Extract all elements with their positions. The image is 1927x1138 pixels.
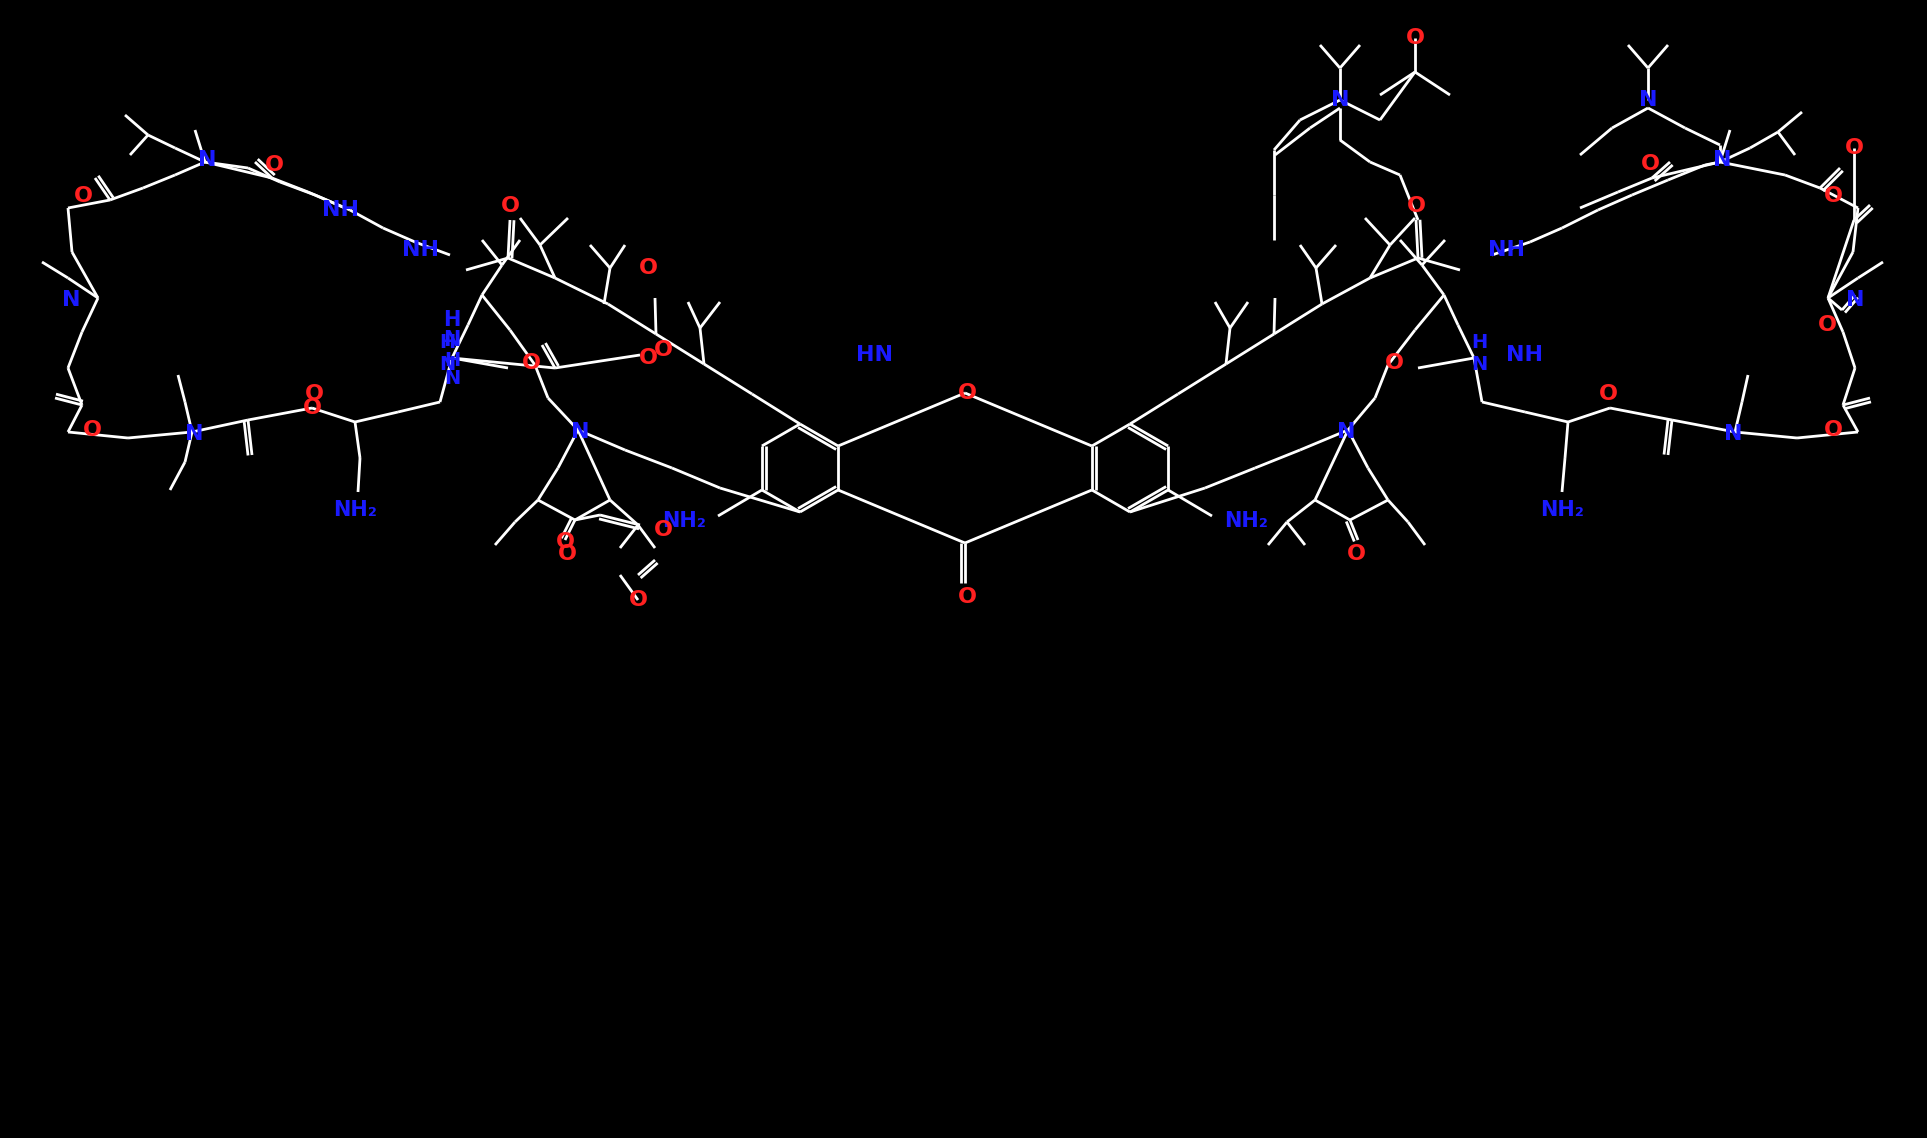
Text: O: O (303, 398, 322, 418)
Text: O: O (1817, 315, 1836, 335)
Text: O: O (958, 384, 977, 403)
Text: NH₂: NH₂ (1540, 500, 1584, 520)
Text: NH: NH (322, 200, 358, 220)
Text: N: N (1846, 290, 1865, 310)
Text: O: O (501, 196, 520, 216)
Text: O: O (522, 353, 541, 373)
Text: O: O (653, 340, 673, 360)
Text: O: O (1347, 544, 1366, 564)
Text: O: O (557, 544, 576, 564)
Text: N: N (443, 369, 461, 388)
Text: O: O (1825, 185, 1842, 206)
Text: HN: HN (856, 345, 894, 365)
Text: N: N (570, 422, 590, 442)
Text: N: N (1638, 90, 1657, 110)
Text: O: O (73, 185, 92, 206)
Text: NH₂: NH₂ (333, 500, 378, 520)
Text: H
N: H N (1470, 332, 1488, 373)
Text: NH: NH (1488, 240, 1524, 259)
Text: O: O (958, 587, 977, 607)
Text: O: O (304, 384, 324, 404)
Text: O: O (638, 258, 657, 278)
Text: N: N (1337, 422, 1355, 442)
Text: N: N (62, 290, 81, 310)
Text: O: O (555, 531, 574, 552)
Text: O: O (1825, 420, 1842, 440)
Text: H
N: H N (439, 332, 455, 373)
Text: N: N (443, 330, 461, 351)
Text: H: H (443, 310, 461, 330)
Text: O: O (638, 348, 657, 368)
Text: H: H (443, 351, 461, 370)
Text: NH: NH (1505, 345, 1542, 365)
Text: O: O (264, 155, 283, 175)
Text: N: N (1713, 150, 1730, 170)
Text: O: O (1599, 384, 1617, 404)
Text: O: O (1640, 154, 1659, 174)
Text: N: N (198, 150, 216, 170)
Text: O: O (653, 520, 673, 541)
Text: NH₂: NH₂ (663, 511, 705, 531)
Text: O: O (1407, 196, 1426, 216)
Text: N: N (1332, 90, 1349, 110)
Text: NH: NH (401, 240, 439, 259)
Text: N: N (185, 424, 202, 444)
Text: O: O (83, 420, 102, 440)
Text: O: O (1844, 138, 1863, 158)
Text: N: N (1725, 424, 1742, 444)
Text: NH₂: NH₂ (1224, 511, 1268, 531)
Text: O: O (1405, 28, 1424, 48)
Text: O: O (1386, 353, 1405, 373)
Text: O: O (628, 589, 647, 610)
